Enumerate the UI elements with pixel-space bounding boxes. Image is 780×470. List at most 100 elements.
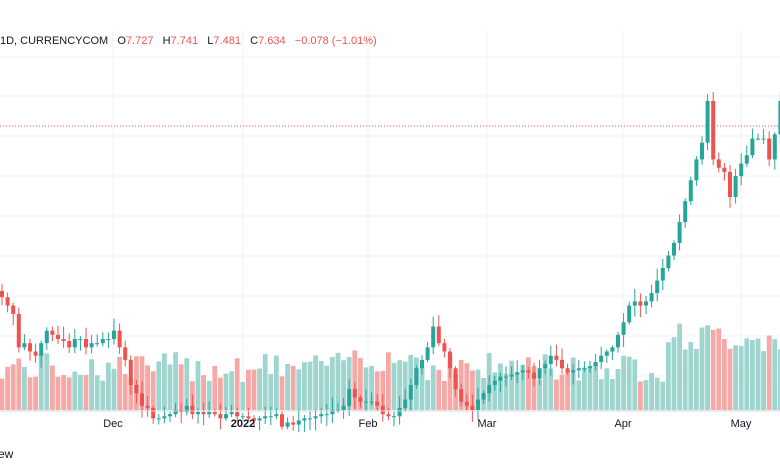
- volume-bar: [162, 353, 167, 410]
- volume-bar: [531, 366, 537, 410]
- candle-body: [582, 368, 587, 370]
- candle-body: [313, 416, 318, 419]
- volume-bar: [78, 374, 83, 410]
- candle-body: [722, 167, 727, 172]
- volume-bar: [330, 357, 335, 410]
- candle-body: [688, 180, 693, 202]
- candle-body: [224, 414, 228, 419]
- candle-body: [296, 420, 301, 425]
- volume-bar: [621, 355, 626, 410]
- volume-bar: [341, 360, 346, 410]
- volume-bar: [55, 376, 61, 410]
- volume-bar: [274, 355, 279, 410]
- candle-body: [190, 405, 195, 415]
- candle-body: [252, 418, 256, 421]
- volume-bar: [335, 352, 341, 410]
- volume-bar: [559, 374, 565, 410]
- candle-body: [442, 343, 447, 352]
- candle-body: [369, 401, 374, 403]
- high-value: 7.741: [170, 35, 199, 47]
- ohlc-legend: 1D, CURRENCYCOM O7.727 H7.741 L7.481 C7.…: [0, 35, 377, 47]
- volume-bar: [10, 364, 16, 410]
- candle-body: [621, 322, 626, 335]
- volume-bar: [369, 365, 374, 410]
- candle-body: [420, 359, 424, 369]
- volume-bar: [240, 381, 246, 410]
- candle-body: [644, 301, 648, 306]
- volume-bar: [710, 329, 716, 410]
- x-tick-label: Mar: [478, 418, 497, 430]
- candle-body: [140, 393, 144, 406]
- x-tick-label: 2022: [231, 418, 255, 430]
- low-value: 7.481: [213, 35, 241, 47]
- volume-bar: [682, 349, 688, 410]
- volume-bar: [610, 379, 615, 410]
- candle-body: [78, 339, 83, 340]
- volume-bar: [666, 342, 671, 410]
- volume-bar: [307, 361, 313, 410]
- candle-body: [560, 359, 564, 369]
- open-label: O: [117, 35, 126, 47]
- volume-bar: [442, 381, 447, 410]
- candle-body: [218, 414, 223, 419]
- candle-body: [408, 384, 413, 400]
- candle-body: [436, 326, 441, 344]
- candle-body: [263, 416, 268, 419]
- volume-bar: [604, 368, 610, 410]
- volume-bar: [660, 381, 666, 410]
- volume-bar: [262, 354, 268, 410]
- volume-bar: [94, 375, 100, 410]
- candle-body: [414, 368, 419, 385]
- volume-bar: [352, 350, 358, 410]
- volume-bar: [145, 365, 150, 410]
- candle-body: [655, 280, 660, 294]
- candle-body: [677, 222, 682, 243]
- candle-body: [196, 412, 200, 415]
- volume-bar: [61, 375, 66, 410]
- volume-bar: [576, 380, 582, 410]
- volume-bar: [514, 371, 520, 410]
- volume-bar: [167, 364, 173, 410]
- candle-body: [750, 138, 755, 156]
- volume-bar: [626, 356, 632, 410]
- volume-bar: [44, 353, 50, 410]
- candle-body: [364, 401, 368, 403]
- candle-body: [89, 343, 94, 348]
- volume-bar: [587, 366, 593, 410]
- candle-body: [44, 330, 49, 344]
- candle-body: [173, 410, 178, 415]
- volume-bar: [520, 364, 526, 410]
- candle-body: [761, 138, 766, 140]
- candle-body: [67, 341, 72, 348]
- candle-body: [358, 397, 363, 402]
- time-axis-ticks: Dec 2022 Feb Mar Apr May: [103, 418, 752, 430]
- candle-body: [123, 347, 128, 360]
- candle-body: [588, 366, 592, 369]
- candle-body: [498, 376, 503, 381]
- candle-body: [453, 368, 458, 390]
- volume-bar: [206, 380, 212, 410]
- volume-bar: [391, 362, 397, 410]
- volume-bar: [542, 354, 548, 410]
- candle-body: [56, 334, 60, 339]
- candle-body: [649, 293, 654, 302]
- candle-body: [100, 339, 105, 344]
- candle-body: [168, 414, 172, 417]
- candle-body: [638, 301, 643, 306]
- high-label: H: [162, 35, 171, 47]
- candle-body: [565, 368, 570, 373]
- candle-body: [470, 405, 475, 410]
- candle-body: [33, 351, 38, 356]
- volume-bar: [705, 325, 710, 410]
- volume-bar: [727, 348, 733, 410]
- candle-body: [537, 368, 542, 379]
- volume-bar: [229, 371, 234, 410]
- volume-bar: [755, 338, 761, 410]
- candle-body: [481, 393, 486, 400]
- candle-body: [632, 301, 637, 306]
- volume-bar: [50, 365, 55, 410]
- candle-body: [576, 368, 581, 371]
- candle-body: [308, 418, 312, 420]
